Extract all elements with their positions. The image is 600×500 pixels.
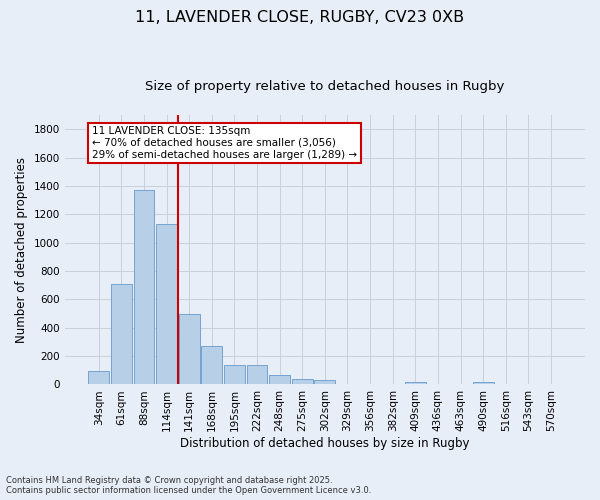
Bar: [247, 364, 268, 384]
Text: Contains HM Land Registry data © Crown copyright and database right 2025.
Contai: Contains HM Land Registry data © Crown c…: [6, 476, 371, 495]
Bar: [202, 346, 222, 385]
Bar: [314, 380, 335, 384]
Bar: [292, 380, 313, 384]
X-axis label: Distribution of detached houses by size in Rugby: Distribution of detached houses by size …: [180, 437, 470, 450]
Bar: [473, 382, 494, 384]
Bar: [224, 364, 245, 384]
Bar: [111, 284, 132, 384]
Bar: [88, 370, 109, 384]
Text: 11, LAVENDER CLOSE, RUGBY, CV23 0XB: 11, LAVENDER CLOSE, RUGBY, CV23 0XB: [136, 10, 464, 25]
Bar: [179, 314, 200, 384]
Bar: [269, 375, 290, 384]
Y-axis label: Number of detached properties: Number of detached properties: [15, 156, 28, 342]
Title: Size of property relative to detached houses in Rugby: Size of property relative to detached ho…: [145, 80, 505, 93]
Bar: [134, 190, 154, 384]
Bar: [156, 224, 177, 384]
Text: 11 LAVENDER CLOSE: 135sqm
← 70% of detached houses are smaller (3,056)
29% of se: 11 LAVENDER CLOSE: 135sqm ← 70% of detac…: [92, 126, 357, 160]
Bar: [405, 382, 425, 384]
